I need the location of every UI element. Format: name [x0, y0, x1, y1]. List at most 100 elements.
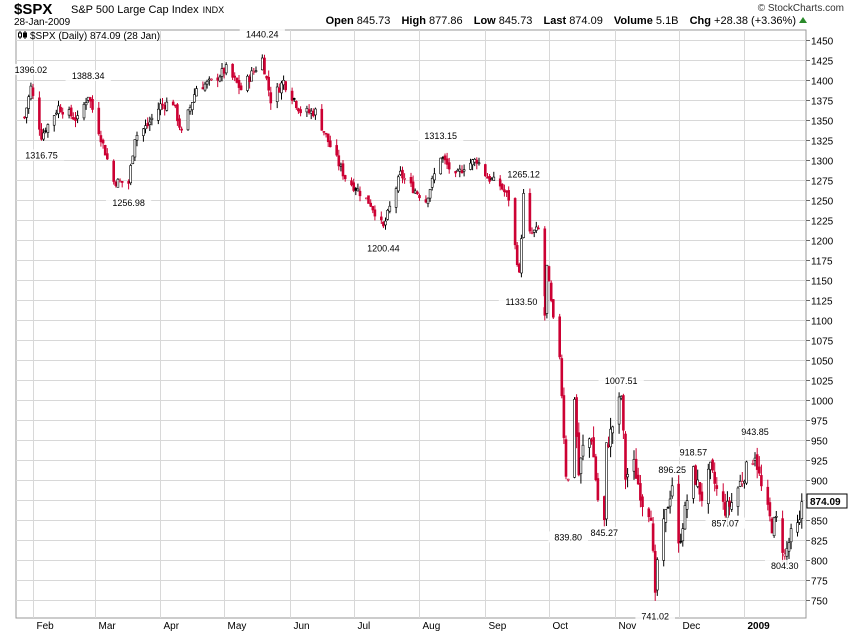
last-value-box [806, 493, 848, 509]
svg-text:896.25: 896.25 [658, 465, 686, 475]
candle [462, 164, 466, 177]
candle [683, 501, 687, 530]
candle [530, 227, 534, 235]
candle [343, 174, 347, 182]
price-annotation: 1200.44 [360, 242, 406, 254]
y-tick-label: 850 [811, 517, 828, 528]
x-tick-label: Nov [619, 621, 637, 632]
candle [25, 107, 28, 124]
candle [581, 434, 585, 461]
candle [609, 417, 612, 458]
svg-text:943.85: 943.85 [741, 427, 769, 437]
price-annotation: 1265.12 [501, 168, 547, 180]
candle [662, 508, 666, 567]
candle [371, 205, 375, 214]
candle [142, 128, 145, 142]
candle [558, 313, 562, 360]
candle [594, 453, 598, 482]
x-tick-label: Sep [489, 621, 507, 632]
candle [460, 165, 464, 174]
candle [42, 128, 45, 141]
svg-text:1200.44: 1200.44 [367, 244, 400, 254]
y-tick-label: 800 [811, 557, 828, 568]
y-tick-label: 925 [811, 457, 828, 468]
candle [679, 533, 683, 544]
candle [203, 81, 207, 92]
candle [116, 178, 120, 188]
chart-date: 28-Jan-2009 [14, 17, 71, 28]
candle [477, 157, 481, 166]
high-label: High [401, 15, 426, 27]
last-value-label: 874.09 [810, 497, 841, 508]
candle [367, 195, 370, 204]
legend-text: $SPX (Daily) 874.09 (28 Jan) [30, 31, 161, 42]
symbol-description: S&P 500 Large Cap Index INDX [71, 4, 224, 16]
candle [745, 460, 748, 485]
candle [409, 172, 413, 187]
candle [275, 83, 279, 109]
candle [252, 68, 256, 75]
candle [545, 264, 549, 319]
candle [210, 78, 213, 81]
up-arrow-icon [799, 17, 807, 23]
price-annotation: 1396.02 [8, 63, 54, 75]
candle [653, 544, 657, 601]
brand-watermark[interactable]: © StockCharts.com [757, 3, 844, 14]
candle [157, 102, 160, 125]
candle [418, 193, 421, 201]
low-label: Low [473, 15, 496, 27]
candle [218, 74, 222, 83]
candle [231, 63, 234, 80]
candle [263, 54, 266, 75]
candle [800, 493, 804, 529]
candle [647, 507, 651, 523]
candle [649, 510, 653, 521]
candle [507, 186, 511, 207]
candle [736, 486, 740, 516]
y-tick-label: 775 [811, 577, 828, 588]
price-annotation: 1316.75 [18, 149, 65, 161]
candle [639, 475, 642, 508]
candle [144, 119, 147, 134]
y-tick-label: 1375 [811, 97, 834, 108]
candle [337, 149, 341, 171]
candle [715, 477, 719, 496]
candle [205, 79, 209, 89]
candle [84, 97, 88, 110]
price-annotation: 741.02 [635, 610, 675, 622]
candle [239, 82, 243, 91]
candle [766, 479, 770, 511]
last-label: Last [543, 15, 567, 27]
candle [97, 102, 101, 136]
candle [787, 537, 791, 559]
candle [458, 164, 462, 178]
quote-summary: Open 845.73 High 877.86 Low 845.73 Last … [326, 15, 807, 27]
candle [341, 160, 345, 180]
candle [588, 437, 591, 458]
candle [294, 100, 298, 110]
candle [443, 153, 447, 165]
candle [428, 188, 432, 202]
candle [757, 456, 761, 476]
candle [624, 431, 627, 490]
y-tick-label: 975 [811, 417, 828, 428]
price-annotation: 896.25 [652, 464, 692, 476]
candle [706, 463, 710, 514]
svg-text:857.07: 857.07 [712, 519, 740, 529]
candle [447, 157, 451, 174]
candle [191, 102, 194, 115]
low-value: 845.73 [498, 15, 533, 27]
candle [267, 70, 271, 97]
candle [566, 478, 570, 482]
candle [59, 104, 62, 113]
x-tick-label: Oct [553, 621, 569, 632]
candle [135, 131, 139, 147]
candle [798, 510, 801, 525]
candle [150, 113, 154, 126]
high-value: 877.86 [429, 15, 463, 27]
price-annotation: 943.85 [735, 426, 775, 438]
y-tick-label: 1250 [811, 197, 834, 208]
candle [133, 139, 137, 161]
svg-text:1440.24: 1440.24 [246, 29, 279, 39]
